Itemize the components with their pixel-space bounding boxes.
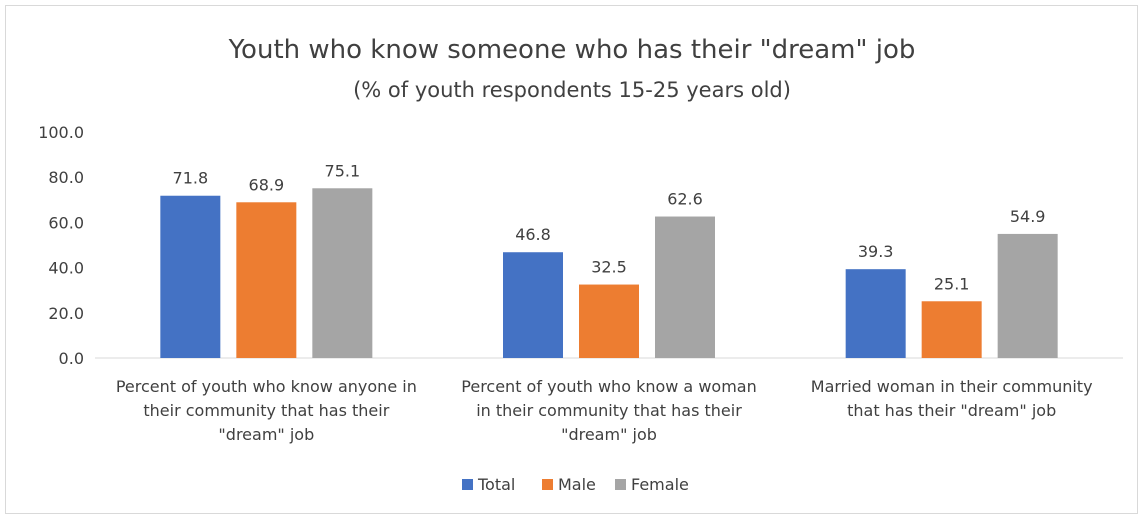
legend-label-total: Total xyxy=(477,475,515,494)
y-tick-label: 20.0 xyxy=(48,304,84,323)
data-label-male-3: 25.1 xyxy=(934,274,970,293)
data-label-total-2: 46.8 xyxy=(515,225,551,244)
category-label-1-line-1: Percent of youth who know anyone in xyxy=(116,377,417,396)
data-label-total-3: 39.3 xyxy=(858,242,894,261)
legend-label-male: Male xyxy=(558,475,596,494)
y-tick-label: 100.0 xyxy=(38,123,84,142)
legend-swatch-female xyxy=(615,479,626,490)
category-label-2-line-3: "dream" job xyxy=(561,425,657,444)
bar-male-3 xyxy=(921,301,982,358)
category-label-1-line-2: their community that has their xyxy=(143,401,389,420)
y-tick-label: 40.0 xyxy=(48,259,84,278)
y-tick-label: 80.0 xyxy=(48,168,84,187)
legend: Total Male Female xyxy=(462,475,689,494)
data-label-female-2: 62.6 xyxy=(667,190,703,209)
chart-title: Youth who know someone who has their "dr… xyxy=(228,35,916,65)
data-label-female-1: 75.1 xyxy=(325,161,361,180)
legend-swatch-total xyxy=(462,479,473,490)
data-label-female-3: 54.9 xyxy=(1010,207,1046,226)
bars xyxy=(160,188,1058,358)
category-label-3-line-1: Married woman in their community xyxy=(811,377,1093,396)
category-label-1-line-3: "dream" job xyxy=(218,425,314,444)
bar-male-1 xyxy=(236,202,297,358)
data-label-male-1: 68.9 xyxy=(249,175,285,194)
y-tick-label: 60.0 xyxy=(48,213,84,232)
category-label-2-line-1: Percent of youth who know a woman xyxy=(461,377,756,396)
y-tick-label: 0.0 xyxy=(59,349,84,368)
category-label-2-line-2: in their community that has their xyxy=(476,401,742,420)
data-labels: 71.8 68.9 75.1 46.8 32.5 62.6 39.3 25.1 54.9 xyxy=(173,161,1046,293)
bar-total-3 xyxy=(845,269,906,358)
bar-female-2 xyxy=(655,216,715,358)
legend-label-female: Female xyxy=(631,475,689,494)
bar-male-2 xyxy=(579,284,639,358)
data-label-male-2: 32.5 xyxy=(591,258,627,277)
bar-total-2 xyxy=(503,252,563,358)
bar-female-3 xyxy=(997,233,1058,358)
x-axis-categories: Percent of youth who know anyone in their… xyxy=(116,377,1093,444)
data-label-total-1: 71.8 xyxy=(173,169,209,188)
chart-subtitle: (% of youth respondents 15-25 years old) xyxy=(353,78,791,102)
bar-female-1 xyxy=(312,188,373,358)
category-label-3-line-2: that has their "dream" job xyxy=(847,401,1056,420)
legend-swatch-male xyxy=(542,479,553,490)
bar-total-1 xyxy=(160,195,221,358)
